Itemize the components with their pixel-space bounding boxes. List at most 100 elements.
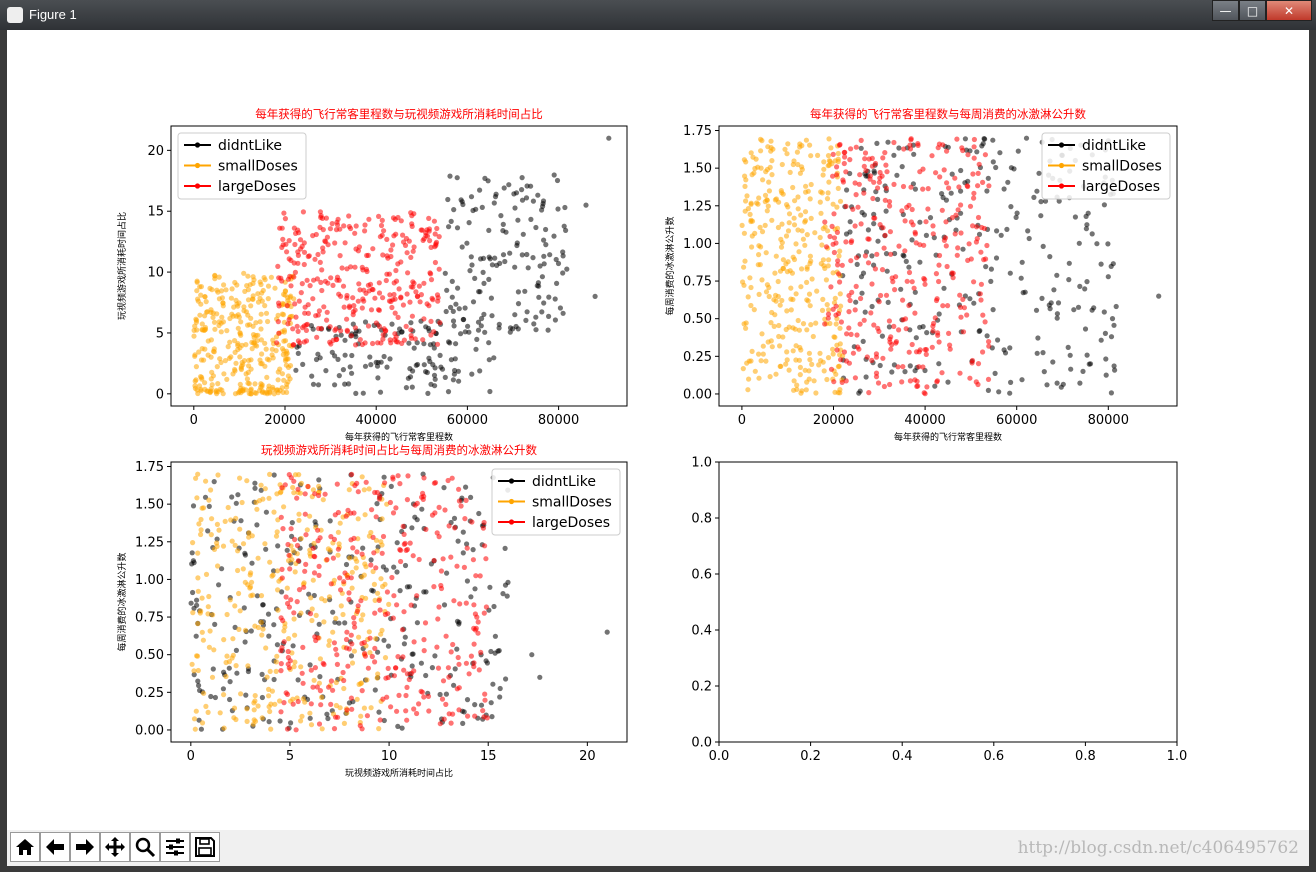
data-point-largeDoses — [293, 314, 299, 320]
data-point-smallDoses — [262, 303, 268, 309]
data-point-smallDoses — [780, 257, 787, 263]
data-point-smallDoses — [193, 316, 199, 322]
data-point-smallDoses — [236, 626, 242, 633]
data-point-largeDoses — [483, 556, 489, 562]
data-point-smallDoses — [265, 318, 271, 325]
data-point-didntLike — [323, 368, 329, 374]
data-point-didntLike — [467, 268, 473, 274]
data-point-largeDoses — [830, 241, 836, 247]
data-point-didntLike — [266, 719, 272, 725]
data-point-didntLike — [503, 676, 509, 682]
data-point-largeDoses — [416, 556, 422, 563]
data-point-didntLike — [541, 237, 547, 243]
data-point-smallDoses — [202, 294, 208, 300]
data-point-didntLike — [488, 700, 494, 706]
data-point-didntLike — [993, 164, 999, 171]
data-point-smallDoses — [768, 338, 774, 344]
data-point-largeDoses — [472, 713, 478, 719]
data-point-largeDoses — [442, 507, 448, 513]
data-point-didntLike — [551, 233, 557, 239]
data-point-smallDoses — [756, 351, 762, 357]
data-point-largeDoses — [302, 511, 308, 517]
data-point-largeDoses — [933, 170, 939, 176]
data-point-largeDoses — [433, 241, 439, 247]
data-point-largeDoses — [883, 185, 890, 191]
data-point-largeDoses — [355, 603, 361, 609]
data-point-didntLike — [941, 285, 947, 291]
data-point-largeDoses — [975, 170, 981, 176]
data-point-smallDoses — [779, 240, 785, 246]
data-point-didntLike — [486, 340, 492, 346]
data-point-largeDoses — [961, 305, 968, 311]
data-point-smallDoses — [259, 351, 265, 357]
close-button[interactable]: ✕ — [1266, 0, 1312, 21]
save-button[interactable] — [190, 832, 220, 862]
data-point-largeDoses — [285, 600, 291, 607]
data-point-largeDoses — [448, 554, 454, 560]
data-point-largeDoses — [399, 627, 406, 633]
zoom-button[interactable] — [130, 832, 160, 862]
data-point-smallDoses — [207, 285, 213, 291]
forward-button[interactable] — [70, 832, 100, 862]
data-point-smallDoses — [273, 348, 279, 354]
data-point-largeDoses — [976, 161, 982, 167]
data-point-largeDoses — [967, 203, 974, 209]
data-point-didntLike — [220, 686, 226, 692]
data-point-didntLike — [1077, 283, 1083, 289]
data-point-largeDoses — [301, 323, 307, 329]
home-button[interactable] — [10, 832, 40, 862]
data-point-smallDoses — [199, 720, 206, 726]
data-point-didntLike — [965, 178, 971, 184]
minimize-button[interactable]: — — [1212, 0, 1239, 21]
data-point-largeDoses — [914, 378, 920, 384]
data-point-didntLike — [1113, 303, 1119, 310]
data-point-largeDoses — [380, 332, 386, 338]
data-point-didntLike — [1035, 335, 1041, 341]
y-tick-label: 0.6 — [691, 568, 712, 583]
maximize-button[interactable]: □ — [1239, 0, 1266, 21]
back-button[interactable] — [40, 832, 70, 862]
data-point-smallDoses — [266, 693, 272, 699]
data-point-didntLike — [1055, 300, 1062, 306]
x-tick-label: 80000 — [1088, 413, 1129, 428]
data-point-didntLike — [260, 602, 266, 608]
data-point-smallDoses — [228, 354, 234, 360]
data-point-didntLike — [515, 301, 522, 307]
data-point-largeDoses — [322, 491, 328, 497]
data-point-didntLike — [1034, 350, 1040, 356]
data-point-largeDoses — [411, 668, 417, 674]
data-point-largeDoses — [853, 144, 859, 150]
data-point-largeDoses — [853, 192, 859, 198]
data-point-largeDoses — [337, 575, 343, 581]
data-point-didntLike — [451, 682, 457, 688]
data-point-largeDoses — [825, 311, 832, 317]
data-point-didntLike — [409, 663, 415, 669]
data-point-smallDoses — [763, 358, 769, 364]
data-point-largeDoses — [900, 297, 906, 303]
x-tick-label: 20000 — [813, 413, 854, 428]
axes-title: 每年获得的飞行常客里程数与每周消费的冰激淋公升数 — [810, 107, 1086, 121]
data-point-largeDoses — [365, 323, 372, 329]
data-point-didntLike — [1007, 390, 1013, 396]
data-point-didntLike — [1033, 307, 1040, 313]
data-point-largeDoses — [348, 575, 354, 581]
data-point-largeDoses — [861, 163, 867, 169]
data-point-largeDoses — [360, 267, 366, 273]
data-point-smallDoses — [826, 136, 832, 142]
data-point-didntLike — [454, 646, 460, 652]
data-point-largeDoses — [871, 215, 877, 221]
data-point-didntLike — [497, 685, 503, 692]
data-point-didntLike — [1060, 381, 1066, 387]
data-point-smallDoses — [252, 342, 258, 348]
data-point-largeDoses — [302, 491, 308, 497]
data-point-largeDoses — [352, 482, 358, 489]
data-point-didntLike — [242, 550, 248, 556]
data-point-didntLike — [543, 226, 549, 233]
data-point-largeDoses — [915, 141, 921, 147]
data-point-largeDoses — [886, 318, 893, 324]
data-point-largeDoses — [362, 653, 368, 659]
data-point-smallDoses — [743, 320, 749, 326]
data-point-smallDoses — [382, 655, 389, 661]
configure-subplots-button[interactable] — [160, 832, 190, 862]
pan-button[interactable] — [100, 832, 130, 862]
